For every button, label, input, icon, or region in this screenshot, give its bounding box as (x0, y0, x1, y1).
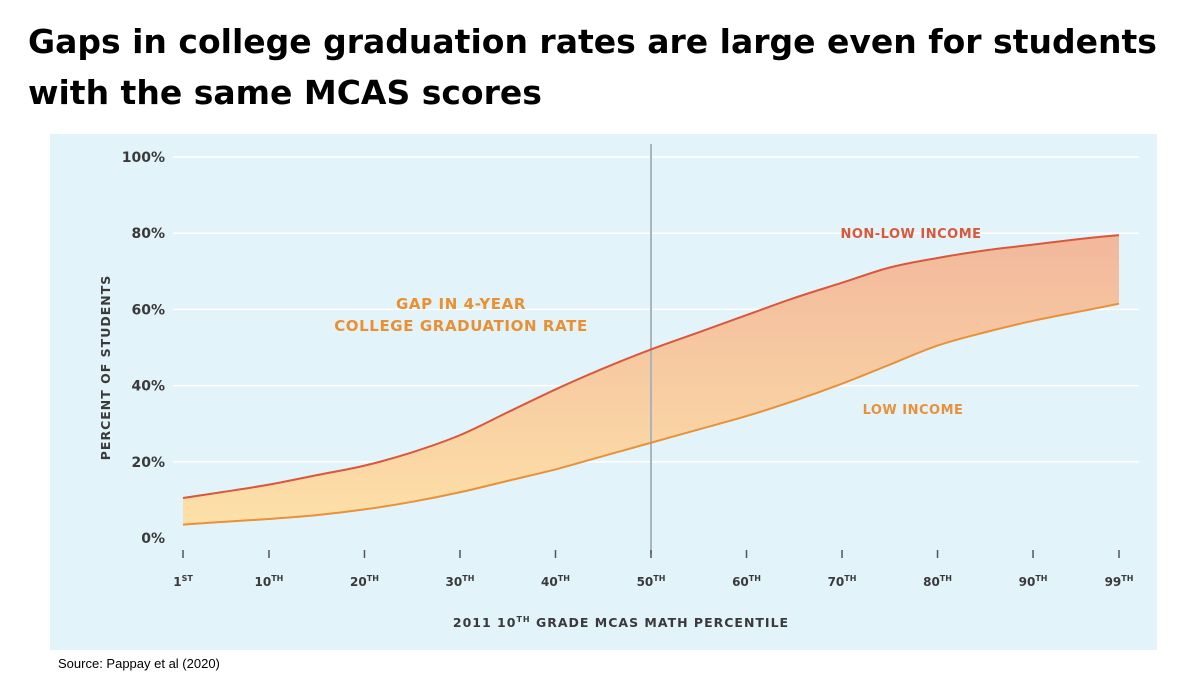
x-tick-label: 1ST (173, 574, 193, 589)
x-tick-label: 60TH (732, 574, 761, 589)
chart-panel: 0% 20% 40% 60% 80% 100% 1ST 10TH 20TH 30TH 40TH 50T… (50, 134, 1157, 650)
y-tick-label: 100% (122, 150, 165, 166)
gap-label-line1: GAP IN 4-YEAR (396, 295, 526, 313)
series-line-low-income (182, 302, 1120, 526)
y-axis-title: PERCENT OF STUDENTS (98, 275, 113, 460)
x-tick-label: 20TH (350, 574, 379, 589)
source-note: Source: Pappay et al (2020) (58, 656, 220, 671)
x-tick-label: 70TH (828, 574, 857, 589)
series-line-non-low-income (182, 234, 1120, 499)
slide-title: Gaps in college graduation rates are lar… (28, 22, 1157, 112)
x-tick-label: 50TH (637, 574, 666, 589)
x-tick-label: 80TH (923, 574, 952, 589)
x-tick-label: 90TH (1019, 574, 1048, 589)
y-tick-label: 40% (131, 379, 165, 395)
y-tick-label: 20% (131, 455, 165, 471)
label-non-low-income: NON-LOW INCOME (840, 227, 981, 242)
x-tick-label: 10TH (255, 574, 284, 589)
x-tick-label: 99TH (1105, 574, 1134, 589)
x-tick-label: 40TH (541, 574, 570, 589)
y-tick-label: 60% (131, 302, 165, 318)
chart-svg: 0% 20% 40% 60% 80% 100% 1ST 10TH 20TH 30TH 40TH 50T… (98, 144, 1139, 630)
y-tick-label: 80% (131, 226, 165, 242)
x-axis-title: 2011 10TH GRADE MCAS MATH PERCENTILE (453, 615, 789, 630)
y-tick-label: 0% (141, 531, 165, 547)
label-low-income: LOW INCOME (863, 403, 964, 418)
x-tick-label: 30TH (446, 574, 475, 589)
gap-label-line2: COLLEGE GRADUATION RATE (334, 317, 588, 335)
